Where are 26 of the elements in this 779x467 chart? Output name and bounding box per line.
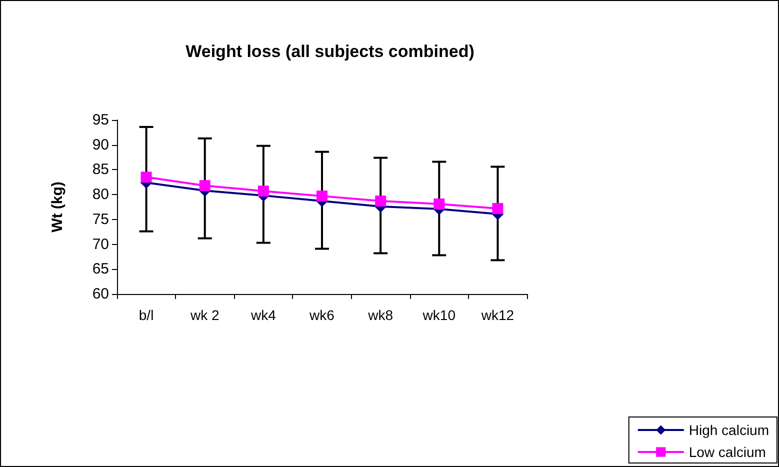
x-tick-label: b/l (138, 307, 154, 323)
point (199, 180, 210, 192)
x-tick-label: wk10 (422, 307, 456, 323)
legend-label: Low calcium (688, 444, 766, 460)
point (140, 172, 152, 183)
x-tick-label: wk6 (308, 307, 335, 323)
chart-title: Weight loss (all subjects combined) (186, 42, 474, 61)
y-tick-label: 80 (92, 186, 109, 204)
x-tick-label: wk12 (480, 307, 514, 323)
y-tick-label: 60 (92, 286, 109, 302)
y-tick-label: 70 (92, 236, 109, 253)
point (375, 196, 386, 207)
x-tick-label: wk8 (367, 307, 394, 323)
point (258, 186, 269, 197)
legend-label: High calcium (688, 422, 770, 438)
x-tick-label: wk 2 (189, 307, 220, 323)
point (316, 190, 328, 202)
y-tick-label: 75 (92, 210, 109, 228)
y-tick-label: 85 (92, 161, 109, 178)
point (492, 202, 504, 214)
y-tick-label: 65 (92, 260, 109, 278)
y-axis-title: Wt (kg) (49, 182, 66, 232)
point (434, 198, 445, 210)
y-tick-label: 95 (92, 112, 109, 128)
x-tick-label: wk4 (250, 307, 276, 323)
y-tick-label: 90 (92, 136, 109, 154)
